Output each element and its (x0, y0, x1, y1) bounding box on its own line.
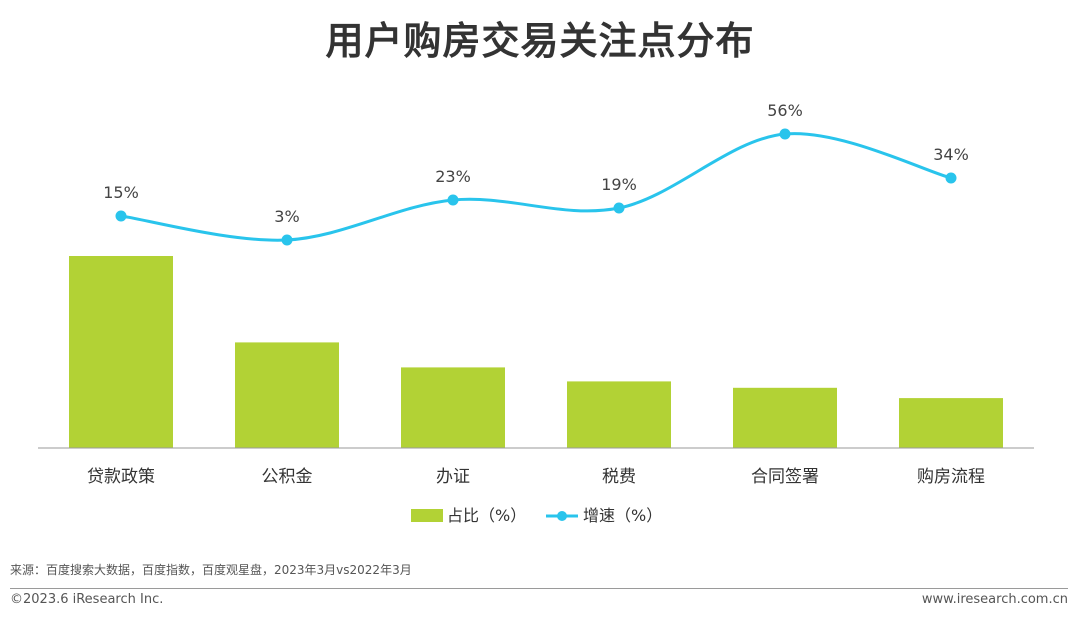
growth-rate-data-labels: 15% 3% 23% 19% 56% 34% (103, 101, 969, 226)
source-note: 来源：百度搜索大数据，百度指数，百度观星盘，2023年3月vs2022年3月 (10, 563, 412, 577)
bar-series (69, 256, 1003, 448)
growth-label-4: 19% (601, 175, 637, 194)
chart-area: 贷款政策 公积金 办证 税费 合同签署 购房流程 15% 3% 23% 19% 56% 34% 占比… (38, 101, 1034, 525)
growth-rate-points (115, 128, 957, 246)
bar-2 (235, 342, 339, 448)
legend-line-marker (557, 511, 567, 521)
growth-point-5 (779, 128, 791, 140)
legend: 占比（%） 增速（%） (411, 506, 662, 525)
bar-1 (69, 256, 173, 448)
legend-line-label: 增速（%） (583, 506, 662, 525)
chart-title: 用户购房交易关注点分布 (325, 19, 755, 63)
growth-point-1 (115, 210, 127, 222)
footer-divider (10, 588, 1068, 589)
x-tick-label-5: 合同签署 (751, 467, 819, 487)
x-axis-tick-labels: 贷款政策 公积金 办证 税费 合同签署 购房流程 (87, 467, 985, 487)
x-tick-label-1: 贷款政策 (87, 467, 155, 487)
x-tick-label-4: 税费 (602, 467, 636, 487)
growth-label-6: 34% (933, 145, 969, 164)
bar-5 (733, 387, 837, 448)
growth-label-3: 23% (435, 167, 471, 186)
bar-4 (567, 381, 671, 448)
x-tick-label-6: 购房流程 (917, 467, 985, 487)
legend-bar-label: 占比（%） (447, 506, 526, 525)
bar-3 (401, 367, 505, 448)
growth-label-5: 56% (767, 101, 803, 120)
copyright-text: ©2023.6 iResearch Inc. (10, 592, 164, 607)
legend-bar-swatch (411, 509, 443, 522)
bar-6 (899, 398, 1003, 448)
x-tick-label-2: 公积金 (262, 467, 313, 487)
growth-label-1: 15% (103, 183, 139, 202)
growth-point-3 (447, 194, 459, 206)
growth-label-2: 3% (274, 207, 299, 226)
growth-point-4 (613, 202, 625, 214)
growth-rate-line (120, 132, 952, 242)
website-link[interactable]: www.iresearch.com.cn (921, 592, 1068, 607)
x-tick-label-3: 办证 (436, 467, 470, 487)
growth-point-2 (281, 234, 293, 246)
growth-point-6 (945, 172, 957, 184)
